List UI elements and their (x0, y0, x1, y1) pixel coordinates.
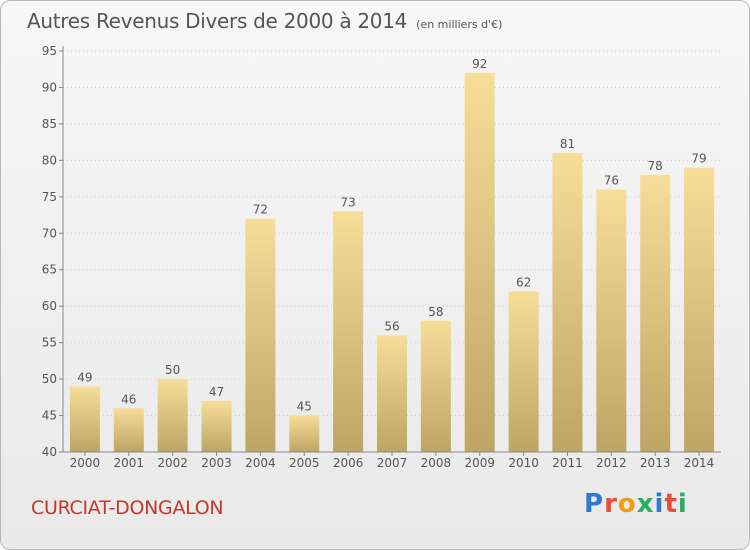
data-label: 72 (253, 203, 268, 217)
bar (464, 72, 495, 452)
y-tick-label: 55 (42, 336, 57, 350)
x-tick-label: 2012 (596, 456, 627, 470)
bar (113, 408, 144, 452)
x-tick-label: 2008 (421, 456, 452, 470)
bar (157, 379, 188, 452)
chart-title: Autres Revenus Divers de 2000 à 2014 (27, 9, 408, 33)
data-label: 58 (428, 305, 443, 319)
data-label: 78 (648, 159, 663, 173)
bar (245, 218, 276, 452)
brand-letter: i (677, 489, 688, 519)
data-label: 56 (384, 319, 399, 333)
y-tick-label: 60 (42, 299, 57, 313)
data-label: 50 (165, 363, 180, 377)
labels: 40 45 50 55 60 65 70 75 80 85 90 95 49 2000 46 2001 50 20… (42, 44, 715, 470)
x-tick-label: 2001 (114, 456, 145, 470)
x-tick-label: 2006 (333, 456, 364, 470)
title-row: Autres Revenus Divers de 2000 à 2014 (en… (27, 9, 502, 33)
x-tick-label: 2011 (552, 456, 583, 470)
brand-letter: x (636, 489, 655, 519)
x-tick-label: 2002 (157, 456, 188, 470)
data-label: 45 (297, 400, 312, 414)
data-label: 62 (516, 276, 531, 290)
y-tick-label: 45 (42, 409, 57, 423)
bar (640, 174, 671, 453)
bar (552, 153, 583, 452)
bar (333, 211, 364, 452)
y-tick-label: 85 (42, 117, 57, 131)
x-tick-label: 2014 (684, 456, 715, 470)
data-label: 49 (77, 370, 92, 384)
x-tick-label: 2010 (508, 456, 539, 470)
y-tick-label: 50 (42, 372, 57, 386)
x-tick-label: 2003 (201, 456, 232, 470)
data-label: 92 (472, 57, 487, 71)
brand-letter: i (654, 489, 665, 519)
brand-letter: o (617, 489, 637, 519)
data-label: 76 (604, 174, 619, 188)
bar (420, 320, 451, 452)
axes (59, 46, 721, 456)
y-tick-label: 95 (42, 44, 57, 58)
y-tick-label: 65 (42, 263, 57, 277)
bar (508, 291, 539, 452)
y-tick-label: 70 (42, 226, 57, 240)
commune-name: CURCIAT-DONGALON (31, 497, 224, 519)
bar (69, 386, 100, 452)
data-label: 73 (340, 195, 355, 209)
x-tick-label: 2009 (464, 456, 495, 470)
bar (377, 335, 407, 452)
x-tick-label: 2005 (289, 456, 320, 470)
x-tick-label: 2013 (640, 456, 671, 470)
brand-letter: r (604, 489, 618, 519)
chart-subtitle: (en milliers d'€) (416, 18, 503, 31)
y-tick-label: 75 (42, 190, 57, 204)
bar (684, 167, 715, 452)
bar (289, 415, 320, 452)
y-tick-label: 80 (42, 153, 57, 167)
bar (596, 189, 627, 452)
x-tick-label: 2000 (70, 456, 101, 470)
data-label: 46 (121, 392, 136, 406)
x-tick-label: 2004 (245, 456, 276, 470)
bars (69, 72, 715, 453)
y-tick-label: 40 (42, 445, 57, 459)
data-label: 81 (560, 137, 575, 151)
data-label: 47 (209, 385, 224, 399)
data-label: 79 (691, 152, 706, 166)
brand-letter: P (584, 489, 605, 519)
y-tick-label: 90 (42, 80, 57, 94)
x-tick-label: 2007 (377, 456, 408, 470)
brand-letter: t (664, 489, 678, 519)
brand-logo: Proxiti (584, 489, 688, 519)
bar (201, 400, 232, 452)
